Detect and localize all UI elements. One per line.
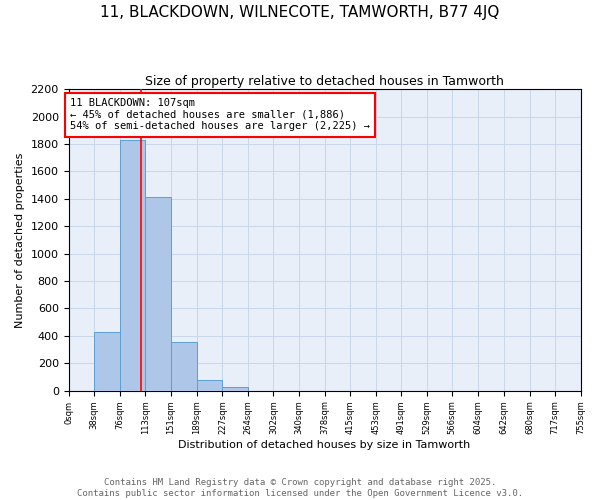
Title: Size of property relative to detached houses in Tamworth: Size of property relative to detached ho… bbox=[145, 75, 504, 88]
X-axis label: Distribution of detached houses by size in Tamworth: Distribution of detached houses by size … bbox=[178, 440, 470, 450]
Y-axis label: Number of detached properties: Number of detached properties bbox=[15, 152, 25, 328]
Bar bbox=[197, 380, 223, 390]
Bar bbox=[120, 140, 145, 390]
Text: 11 BLACKDOWN: 107sqm
← 45% of detached houses are smaller (1,886)
54% of semi-de: 11 BLACKDOWN: 107sqm ← 45% of detached h… bbox=[70, 98, 370, 132]
Text: 11, BLACKDOWN, WILNECOTE, TAMWORTH, B77 4JQ: 11, BLACKDOWN, WILNECOTE, TAMWORTH, B77 … bbox=[100, 5, 500, 20]
Text: Contains HM Land Registry data © Crown copyright and database right 2025.
Contai: Contains HM Land Registry data © Crown c… bbox=[77, 478, 523, 498]
Bar bbox=[145, 197, 171, 390]
Bar bbox=[171, 342, 197, 390]
Bar bbox=[94, 332, 120, 390]
Bar bbox=[223, 388, 248, 390]
